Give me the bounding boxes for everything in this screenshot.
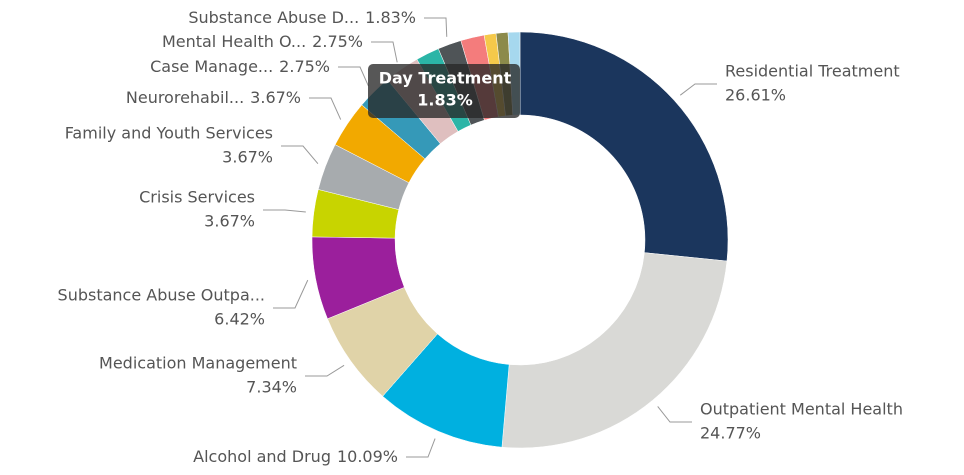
data-label-value: 1.83% bbox=[365, 8, 416, 27]
leader-line bbox=[424, 17, 448, 37]
data-label-value: 26.61% bbox=[725, 86, 786, 105]
tooltip-title: Day Treatment bbox=[379, 69, 512, 88]
tooltip-value: 1.83% bbox=[417, 91, 473, 110]
tooltip-box bbox=[368, 64, 520, 118]
leader-line bbox=[309, 97, 342, 120]
data-label-name: Mental Health O... bbox=[162, 32, 306, 51]
leader-line bbox=[657, 406, 692, 423]
data-label-value: 3.67% bbox=[204, 212, 255, 231]
data-label-name: Residential Treatment bbox=[725, 62, 900, 81]
data-label-name: Case Manage... bbox=[150, 57, 273, 76]
leader-line bbox=[679, 83, 717, 96]
donut-slice bbox=[501, 252, 728, 449]
data-label-name: Neurorehabil... bbox=[126, 88, 244, 107]
data-label-name: Medication Management bbox=[99, 354, 297, 373]
leader-line bbox=[273, 279, 309, 309]
data-label-value: 6.42% bbox=[214, 310, 265, 329]
donut-slice bbox=[519, 31, 729, 262]
data-label-value: 2.75% bbox=[312, 32, 363, 51]
data-label-value: 24.77% bbox=[700, 424, 761, 443]
data-label: Neurorehabil... 3.67% bbox=[126, 88, 301, 107]
data-label-name: Substance Abuse Outpa... bbox=[58, 286, 265, 305]
data-label-value: 2.75% bbox=[279, 57, 330, 76]
data-label-value: 10.09% bbox=[337, 447, 398, 466]
data-label-name: Substance Abuse D... bbox=[188, 8, 359, 27]
data-label: Substance Abuse D... 1.83% bbox=[188, 8, 416, 27]
data-label: Case Manage... 2.75% bbox=[150, 57, 330, 76]
data-label-value: 3.67% bbox=[250, 88, 301, 107]
data-label-name: Crisis Services bbox=[139, 188, 255, 207]
data-label-name: Alcohol and Drug bbox=[193, 447, 331, 466]
data-label-value: 3.67% bbox=[222, 148, 273, 167]
data-label-name: Outpatient Mental Health bbox=[700, 400, 903, 419]
leader-line bbox=[305, 364, 345, 377]
leader-line bbox=[338, 66, 369, 87]
leader-line bbox=[371, 41, 398, 63]
leader-line bbox=[263, 209, 306, 213]
data-label: Alcohol and Drug 10.09% bbox=[193, 447, 398, 466]
leader-line bbox=[406, 438, 436, 458]
data-label: Mental Health O... 2.75% bbox=[162, 32, 363, 51]
data-label-name: Family and Youth Services bbox=[65, 124, 273, 143]
leader-line bbox=[281, 145, 319, 165]
data-label-value: 7.34% bbox=[246, 378, 297, 397]
